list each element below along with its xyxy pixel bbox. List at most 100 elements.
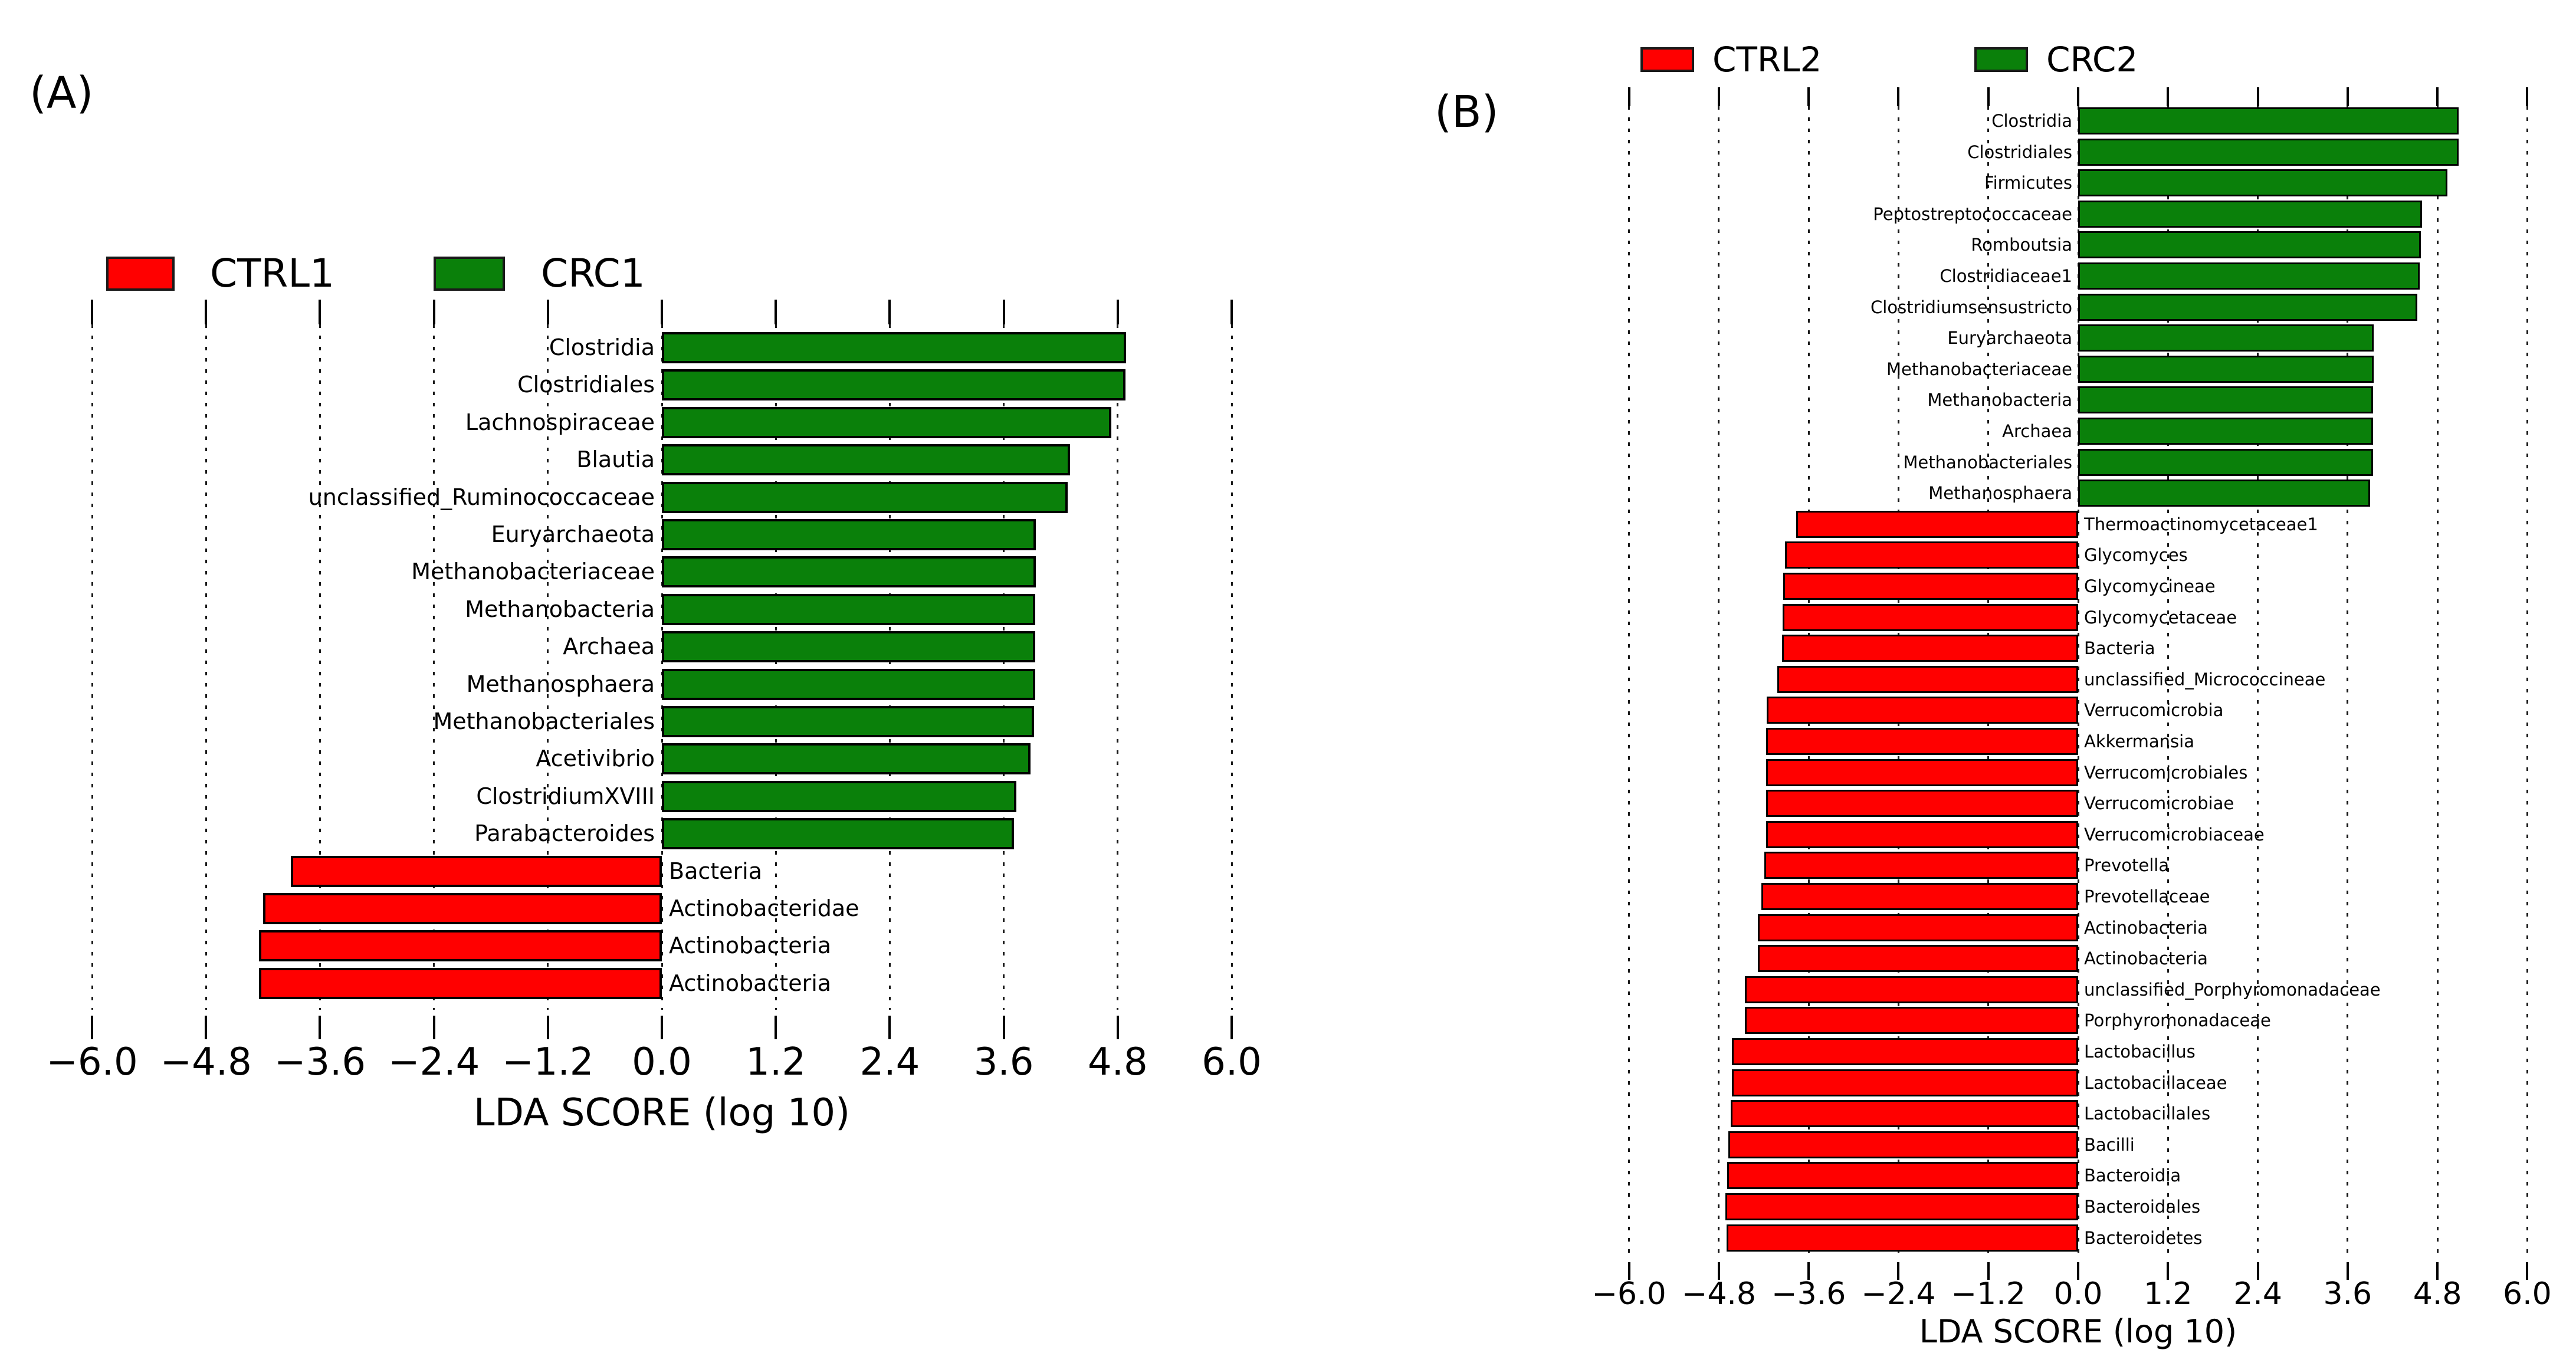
legend-swatch-ctrl2 (1640, 47, 1694, 72)
bar-crc1 (662, 407, 1111, 438)
bar-crc1 (662, 594, 1035, 625)
bar-ctrl1 (259, 968, 662, 999)
panel-b-label: (B) (1435, 87, 1499, 137)
axis-tick-bottom (2077, 1262, 2079, 1280)
x-tick-label: −2.4 (1861, 1276, 1936, 1312)
bar-crc2 (2078, 356, 2374, 383)
bar-ctrl2 (1784, 541, 2078, 569)
bar-crc2 (2078, 324, 2374, 352)
gridline (2436, 106, 2439, 1257)
legend-swatch-ctrl1 (106, 257, 175, 291)
axis-tick-top (1807, 87, 1810, 106)
taxon-label: Actinobacteria (2084, 948, 2208, 968)
x-tick-label: 4.8 (1087, 1040, 1148, 1084)
gridline (2526, 106, 2528, 1257)
taxon-label: Clostridiaceae1 (1940, 266, 2072, 286)
axis-tick-top (2346, 87, 2349, 106)
bar-crc2 (2078, 294, 2417, 321)
gridline (2257, 106, 2259, 1257)
taxon-label: Clostridia (549, 334, 655, 360)
taxon-label: Methanobacteriaceae (411, 559, 655, 585)
axis-tick-bottom (2256, 1262, 2259, 1280)
axis-tick-bottom (1807, 1262, 1810, 1280)
axis-tick-bottom (546, 1016, 549, 1039)
panel-a-label: (A) (29, 68, 94, 119)
taxon-label: Verrucomicrobiaceae (2084, 825, 2265, 845)
bar-crc2 (2078, 480, 2370, 507)
gridline (1628, 106, 1630, 1257)
x-tick-label: −4.8 (160, 1040, 252, 1084)
axis-tick-top (2436, 87, 2439, 106)
gridline (2077, 106, 2079, 1257)
taxon-label: unclassified_Ruminococcaceae (308, 484, 655, 510)
x-tick-label: −3.6 (274, 1040, 366, 1084)
taxon-label: Methanobacteria (1927, 390, 2072, 410)
axis-tick-top (2526, 87, 2529, 106)
taxon-label: Glycomycineae (2084, 576, 2216, 596)
bar-ctrl2 (1725, 1193, 2078, 1220)
axis-tick-top (205, 300, 208, 324)
taxon-label: Prevotellaceae (2084, 886, 2210, 907)
taxon-label: unclassified_Micrococcineae (2084, 669, 2326, 689)
gridline (1718, 106, 1720, 1257)
axis-tick-bottom (888, 1016, 891, 1039)
bar-crc1 (662, 631, 1035, 662)
taxon-label: Bacteria (2084, 638, 2155, 658)
axis-tick-bottom (1230, 1016, 1233, 1039)
taxon-label: Romboutsia (1971, 235, 2072, 255)
x-tick-label: 3.6 (973, 1040, 1034, 1084)
x-tick-label: 3.6 (2323, 1276, 2372, 1312)
bar-crc1 (662, 444, 1071, 475)
taxon-label: Bacteroidia (2084, 1165, 2181, 1186)
taxon-label: unclassified_Porphyromonadaceae (2084, 980, 2381, 1000)
bar-ctrl2 (1783, 573, 2078, 600)
panel-b-axis-title: LDA SCORE (log 10) (1919, 1313, 2237, 1350)
taxon-label: Glycomycetaceae (2084, 608, 2237, 628)
bar-crc2 (2078, 231, 2421, 258)
gridline (91, 324, 93, 1010)
taxon-label: Actinobacteridae (669, 895, 859, 921)
gridline (661, 324, 663, 1010)
x-tick-label: 4.8 (2413, 1276, 2462, 1312)
bar-ctrl2 (1766, 790, 2078, 817)
x-tick-label: 1.2 (746, 1040, 806, 1084)
taxon-label: Methanobacteria (465, 596, 655, 622)
taxon-label: Methanobacteriales (1903, 452, 2072, 472)
bar-crc1 (662, 818, 1015, 849)
x-tick-label: 0.0 (2053, 1276, 2103, 1312)
bar-ctrl1 (262, 893, 662, 924)
x-tick-label: −6.0 (46, 1040, 138, 1084)
bar-ctrl2 (1782, 604, 2078, 631)
bar-crc1 (662, 706, 1035, 737)
axis-tick-top (1987, 87, 1990, 106)
bar-crc2 (2078, 262, 2420, 290)
axis-tick-top (432, 300, 435, 324)
legend-label-ctrl1: CTRL1 (210, 251, 335, 296)
taxon-label: Clostridiales (517, 372, 655, 398)
taxon-label: Methanosphaera (466, 671, 655, 697)
axis-tick-bottom (91, 1016, 93, 1039)
taxon-label: Lachnospiraceae (465, 409, 655, 435)
bar-ctrl2 (1781, 635, 2078, 662)
legend-label-ctrl2: CTRL2 (1712, 40, 1822, 80)
taxon-label: Methanobacteriales (433, 708, 655, 734)
bar-crc1 (662, 669, 1035, 700)
taxon-label: Verrucomicrobia (2084, 700, 2224, 720)
x-tick-label: −2.4 (388, 1040, 480, 1084)
axis-tick-top (1116, 300, 1119, 324)
taxon-label: Clostridia (1991, 111, 2072, 131)
bar-ctrl2 (1731, 1038, 2078, 1065)
gridline (1003, 324, 1005, 1010)
axis-tick-top (546, 300, 549, 324)
taxon-label: Thermoactinomycetaceae1 (2084, 514, 2318, 534)
bar-crc2 (2078, 169, 2447, 196)
gridline (547, 324, 549, 1010)
gridline (2167, 106, 2169, 1257)
x-tick-label: −1.2 (1951, 1276, 2026, 1312)
bar-ctrl2 (1767, 697, 2078, 724)
gridline (775, 324, 777, 1010)
taxon-label: Euryarchaeota (491, 521, 655, 547)
taxon-label: Lactobacillaceae (2084, 1073, 2227, 1093)
bar-ctrl2 (1731, 1069, 2078, 1096)
